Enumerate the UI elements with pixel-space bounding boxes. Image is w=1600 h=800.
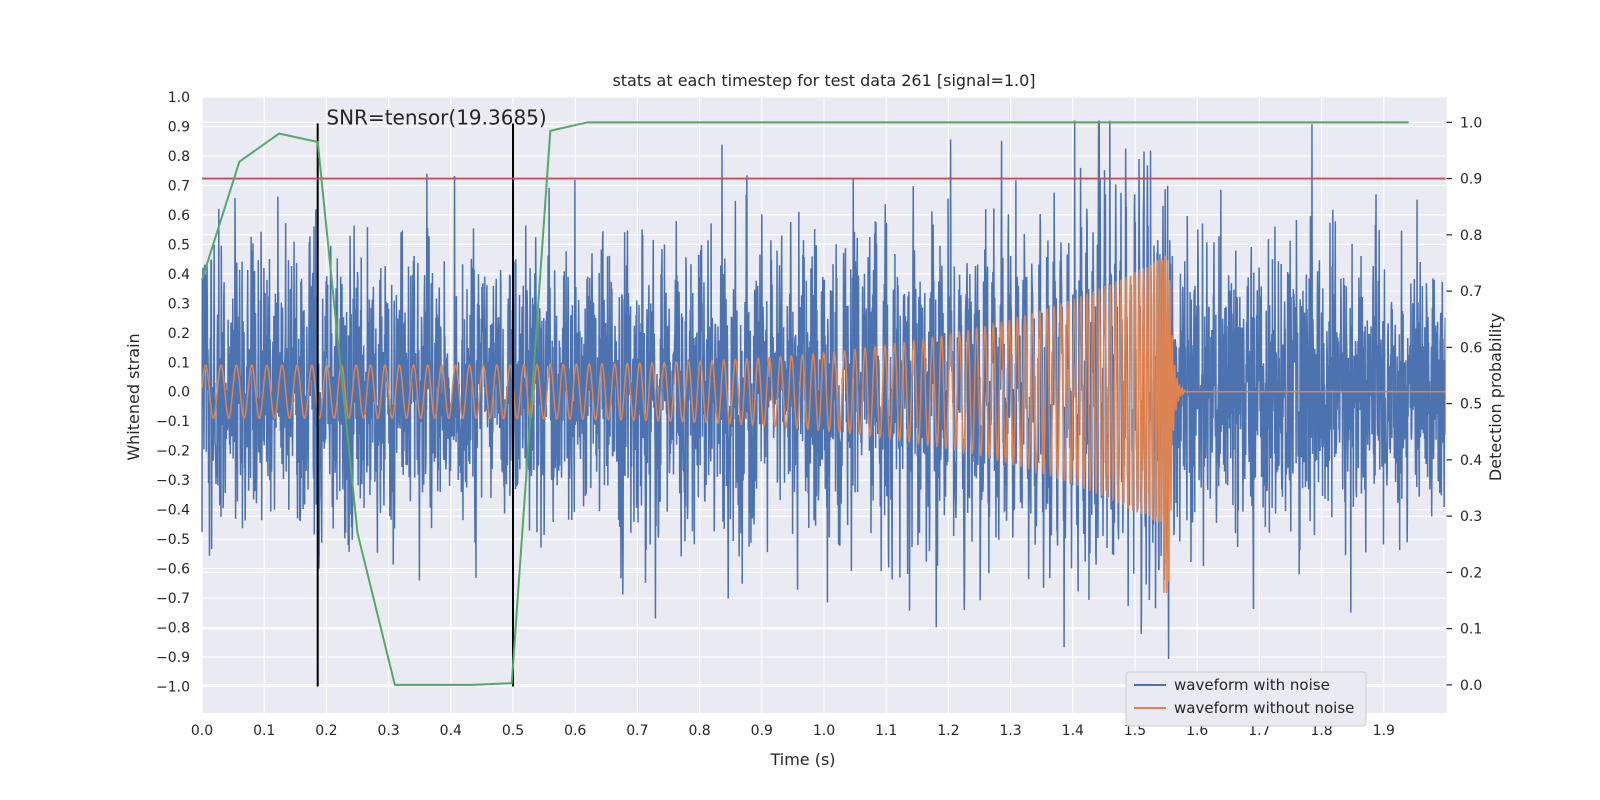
y-axis-label: Whitened strain [124,333,143,460]
legend-label-noisy: waveform with noise [1174,676,1330,694]
y2-tick-label: 0.4 [1460,453,1482,469]
y-tick-label: −1.0 [156,679,190,695]
y2-tick-label: 0.9 [1460,172,1482,188]
x-tick-label: 1.3 [999,723,1021,739]
y2-tick-label: 0.1 [1460,622,1482,638]
x-tick-label: 0.8 [688,723,710,739]
y-tick-label: −0.1 [156,414,190,430]
y-tick-label: 0.5 [168,237,190,253]
noisy-waveform-line [201,120,1447,660]
y-tick-label: −0.8 [156,621,190,637]
x-tick-label: 1.1 [875,723,897,739]
y2-tick-label: 0.6 [1460,340,1482,356]
y2-tick-label: 0.0 [1460,678,1482,694]
x-tick-label: 1.5 [1124,723,1146,739]
y2-tick-label: 0.3 [1460,509,1482,525]
clean-waveform-line [201,255,1446,593]
y-tick-label: 0.8 [168,149,190,165]
x-tick-label: 0.2 [315,723,337,739]
legend: waveform with noise waveform without noi… [1125,671,1367,727]
y-tick-label: −0.6 [156,562,190,578]
y-tick-label: 0.9 [168,119,190,135]
x-tick-label: 1.6 [1186,723,1208,739]
y-tick-label: 0.2 [168,326,190,342]
y-tick-label: 0.1 [168,355,190,371]
x-tick-label: 0.9 [751,723,773,739]
x-axis-label: Time (s) [769,750,835,769]
y-tick-label: −0.9 [156,650,190,666]
detection-probability-series [201,121,1409,686]
x-tick-label: 0.3 [377,723,399,739]
y-tick-label: 0.4 [168,267,190,283]
y-tick-label: 0.6 [168,208,190,224]
y2-axis-label: Detection probability [1486,313,1505,481]
x-tick-label: 1.0 [813,723,835,739]
x-tick-label: 1.2 [937,723,959,739]
y-tick-label: −0.4 [156,503,190,519]
chart-title: stats at each timestep for test data 261… [612,71,1035,90]
x-axis-ticks: 0.0 0.1 0.2 0.3 0.4 0.5 0.6 0.7 0.8 0.9 1.0 1.1 1.2 1… [191,723,1395,739]
x-tick-label: 0.7 [626,723,648,739]
x-tick-label: 0.4 [440,723,462,739]
y2-axis-ticks: 1.0 0.9 0.8 0.7 0.6 0.5 0.4 0.3 0.2 0.1 0.0 [1446,115,1482,694]
x-tick-label: 0.5 [502,723,524,739]
x-tick-label: 0.0 [191,723,213,739]
snr-annotation: SNR=tensor(19.3685) [326,106,546,130]
vertical-markers [316,123,514,687]
probability-line [201,121,1409,686]
y2-tick-label: 0.8 [1460,228,1482,244]
x-tick-label: 0.1 [253,723,275,739]
legend-label-clean: waveform without noise [1174,699,1354,717]
legend-box [1125,671,1367,727]
x-tick-label: 0.6 [564,723,586,739]
y-tick-label: −0.2 [156,444,190,460]
waveform-without-noise-series [201,255,1446,593]
y2-tick-label: 1.0 [1460,115,1482,131]
y-tick-label: 1.0 [168,90,190,106]
y-tick-label: 0.7 [168,178,190,194]
y-tick-label: −0.3 [156,473,190,489]
y2-tick-label: 0.5 [1460,397,1482,413]
y-axis-ticks: 1.0 0.9 0.8 0.7 0.6 0.5 0.4 0.3 0.2 0.1 0.0 −0.1 −0.… [156,90,190,695]
x-tick-label: 1.4 [1062,723,1084,739]
y-tick-label: −0.7 [156,591,190,607]
y2-tick-label: 0.7 [1460,284,1482,300]
x-tick-label: 1.7 [1248,723,1270,739]
waveform-with-noise-series [201,120,1447,660]
x-tick-label: 1.8 [1310,723,1332,739]
x-tick-label: 1.9 [1373,723,1395,739]
y-tick-label: −0.5 [156,532,190,548]
y-tick-label: 0.0 [168,385,190,401]
y2-tick-label: 0.2 [1460,565,1482,581]
y-tick-label: 0.3 [168,296,190,312]
